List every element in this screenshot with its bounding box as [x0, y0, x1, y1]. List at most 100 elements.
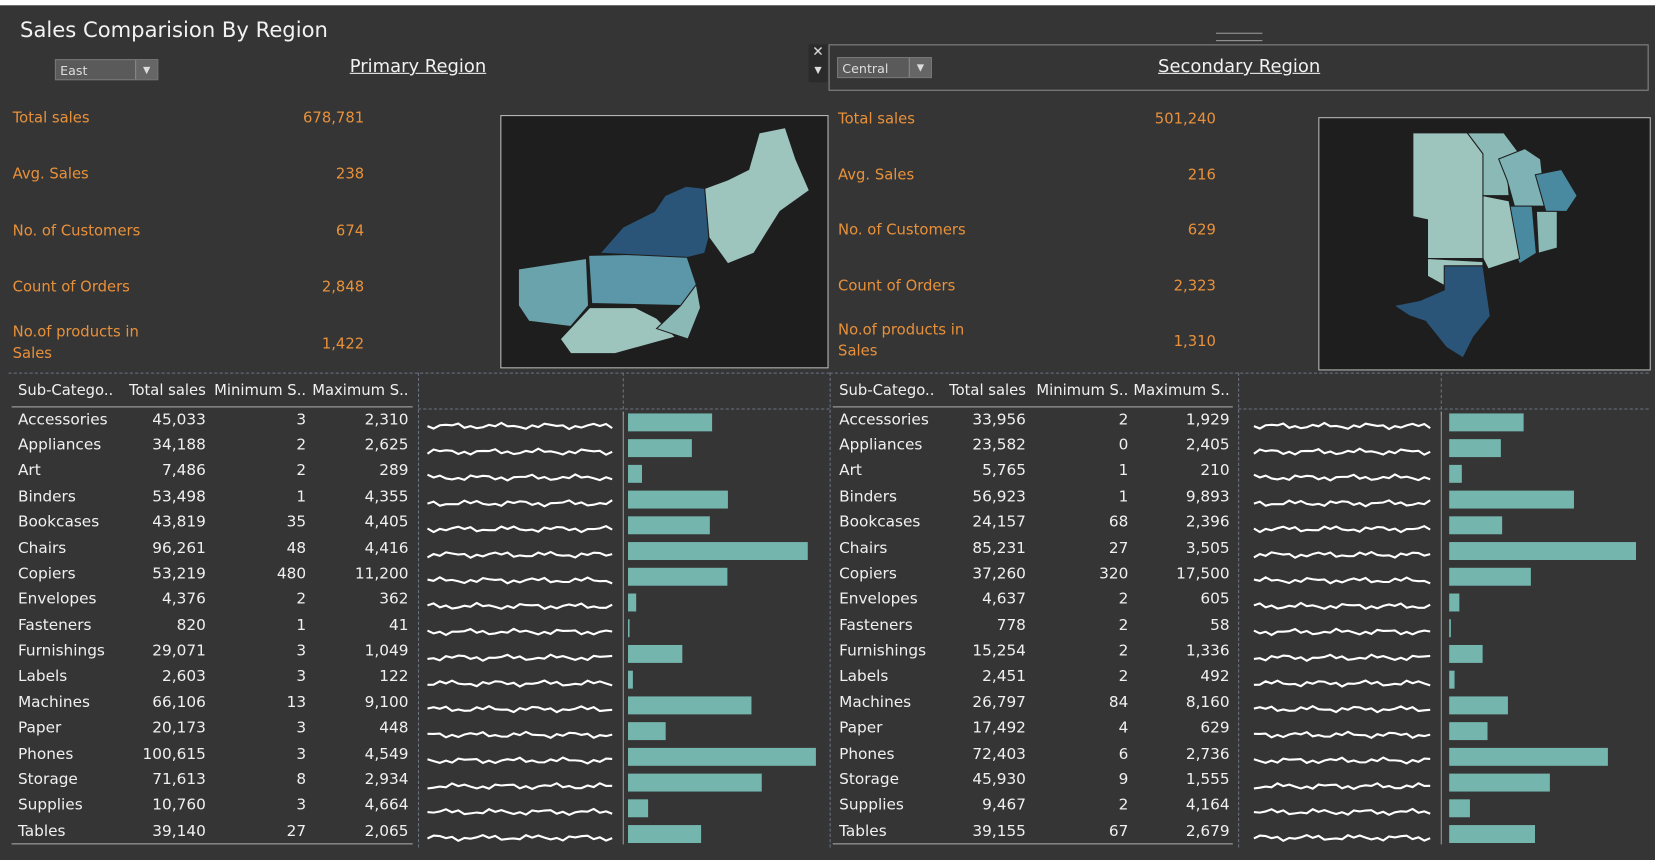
- kpi-value: 1,310: [1173, 333, 1216, 351]
- table-cell: 53,219: [152, 565, 206, 583]
- sales-bar: [1449, 799, 1470, 818]
- table-cell: 2: [1118, 797, 1129, 815]
- separator: [622, 372, 624, 415]
- header-rule: [832, 406, 1233, 408]
- separator: [1238, 372, 1240, 848]
- table-cell: 2,396: [1185, 514, 1230, 532]
- kpi-label: Count of Orders: [838, 277, 956, 295]
- table-cell: 20,173: [152, 720, 206, 737]
- row-label: Chairs: [17, 539, 67, 557]
- column-header: Total sales: [949, 382, 1026, 399]
- sparkline: [1253, 524, 1431, 534]
- table-cell: 2,405: [1185, 437, 1230, 454]
- column-header: Total sales: [128, 382, 206, 399]
- sales-bar: [628, 593, 637, 612]
- top-strip: [0, 0, 1655, 6]
- table-cell: 56,923: [972, 488, 1026, 506]
- sales-bar: [628, 490, 728, 509]
- map-region: [704, 127, 811, 265]
- sales-bar: [1449, 464, 1462, 483]
- sales-bar: [628, 567, 728, 586]
- table-cell: 13: [286, 694, 307, 712]
- table-cell: 2,451: [982, 668, 1026, 686]
- column-header: Maximum S..: [312, 382, 409, 399]
- sparkline: [426, 525, 613, 534]
- table-cell: 4,664: [364, 797, 409, 815]
- dropdown-arrow[interactable]: ▼: [908, 58, 931, 78]
- table-cell: 8,160: [1185, 694, 1230, 712]
- sales-bar: [1449, 490, 1574, 509]
- table-cell: 1: [1118, 462, 1129, 480]
- sparkline: [427, 627, 613, 637]
- sparkline: [1253, 447, 1431, 456]
- row-label: Storage: [839, 771, 899, 789]
- dropdown-value: Central: [842, 61, 889, 76]
- table-cell: 1: [296, 617, 307, 635]
- sales-bar: [1449, 722, 1488, 741]
- table-cell: 2: [1118, 411, 1129, 429]
- region-heading: Secondary Region: [1158, 55, 1321, 78]
- row-label: Binders: [17, 488, 76, 506]
- sales-bar: [628, 439, 692, 458]
- row-label: Appliances: [17, 437, 102, 454]
- region-dropdown[interactable]: East ▼: [54, 59, 159, 81]
- kpi-value: 629: [1187, 221, 1216, 239]
- table-cell: 0: [1118, 437, 1129, 454]
- row-label: Phones: [839, 745, 895, 763]
- drag-handle[interactable]: [1215, 32, 1263, 42]
- footer-rule: [11, 843, 413, 845]
- sparkline: [1253, 782, 1431, 791]
- row-label: Tables: [17, 822, 66, 840]
- sales-bar: [628, 464, 642, 483]
- sales-bar: [1449, 542, 1637, 561]
- table-cell: 68: [1108, 514, 1129, 532]
- dashboard-title: Sales Comparision By Region: [20, 16, 328, 43]
- sales-bar: [1449, 670, 1455, 689]
- column-header: Maximum S..: [1133, 382, 1230, 399]
- table-cell: 85,231: [972, 539, 1026, 557]
- sparkline: [1253, 705, 1431, 714]
- sales-bar: [628, 670, 633, 689]
- sales-bar: [628, 747, 816, 766]
- sales-bar: [628, 516, 710, 535]
- table-cell: 1,336: [1185, 642, 1230, 660]
- table-cell: 58: [1210, 617, 1230, 635]
- map-region: [517, 257, 590, 328]
- separator: [417, 372, 420, 848]
- sparkline: [427, 499, 613, 508]
- map-region: [655, 283, 702, 340]
- row-label: Paper: [839, 720, 883, 737]
- sparkline: [427, 679, 613, 688]
- kpi-value: 674: [335, 222, 365, 240]
- map-region: [1535, 210, 1558, 254]
- east-map: [500, 115, 829, 369]
- table-cell: 778: [996, 617, 1026, 635]
- sparkline: [427, 576, 613, 585]
- kpi-label: Avg. Sales: [12, 165, 89, 183]
- table-cell: 84: [1108, 694, 1129, 712]
- row-label: Fasteners: [839, 617, 913, 635]
- row-label: Furnishings: [839, 642, 927, 660]
- sparkline: [426, 447, 613, 456]
- table-cell: 3,505: [1185, 539, 1230, 557]
- table-cell: 2,603: [162, 668, 206, 686]
- kpi-value: 501,240: [1154, 110, 1216, 128]
- separator: [829, 372, 1649, 374]
- sales-bar: [1449, 773, 1550, 792]
- axis-line: [622, 411, 624, 845]
- row-label: Art: [839, 462, 862, 480]
- table-cell: 10,760: [152, 797, 206, 815]
- table-cell: 9,467: [982, 797, 1026, 815]
- sparkline: [427, 782, 613, 791]
- close-button[interactable]: ✕ ▼: [808, 44, 828, 83]
- sales-bar: [1449, 413, 1524, 432]
- table-cell: 45,930: [972, 771, 1026, 789]
- table-cell: 1: [1118, 488, 1129, 506]
- sparkline: [427, 756, 613, 765]
- table-cell: 9,893: [1185, 488, 1230, 506]
- region-dropdown[interactable]: Central ▼: [837, 56, 932, 79]
- sparkline: [427, 705, 613, 714]
- dropdown-arrow[interactable]: ▼: [135, 60, 158, 80]
- table-cell: 39,140: [152, 822, 206, 840]
